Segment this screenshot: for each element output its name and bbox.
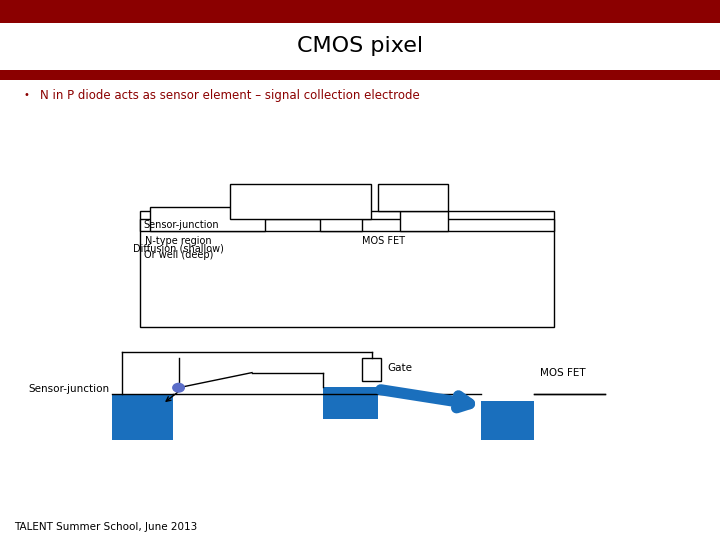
Text: N-type region: N-type region xyxy=(145,237,212,246)
Bar xyxy=(323,387,378,419)
Text: MOS FET: MOS FET xyxy=(540,368,585,377)
Text: CMOS pixel: CMOS pixel xyxy=(297,36,423,57)
Bar xyxy=(150,207,265,231)
Bar xyxy=(0,70,720,80)
Bar xyxy=(140,211,554,327)
Bar xyxy=(0,23,720,70)
Bar xyxy=(362,358,381,381)
Bar xyxy=(481,401,534,440)
Bar xyxy=(378,184,448,211)
Text: N in P diode acts as sensor element – signal collection electrode: N in P diode acts as sensor element – si… xyxy=(40,89,419,102)
Bar xyxy=(320,211,362,231)
Bar xyxy=(140,219,554,231)
Bar xyxy=(400,211,448,231)
Text: MOS FET: MOS FET xyxy=(361,237,405,246)
Text: Gate: Gate xyxy=(387,363,413,373)
Text: •: • xyxy=(23,90,29,100)
Text: TALENT Summer School, June 2013: TALENT Summer School, June 2013 xyxy=(14,522,198,531)
Bar xyxy=(230,184,371,219)
Text: Diffusion (shallow): Diffusion (shallow) xyxy=(133,244,224,253)
Bar xyxy=(0,0,720,23)
Text: Sensor-junction: Sensor-junction xyxy=(143,220,220,229)
Circle shape xyxy=(173,383,184,392)
Text: Or well (deep): Or well (deep) xyxy=(144,251,213,260)
Text: Sensor-junction: Sensor-junction xyxy=(29,384,110,394)
Bar xyxy=(112,394,173,440)
